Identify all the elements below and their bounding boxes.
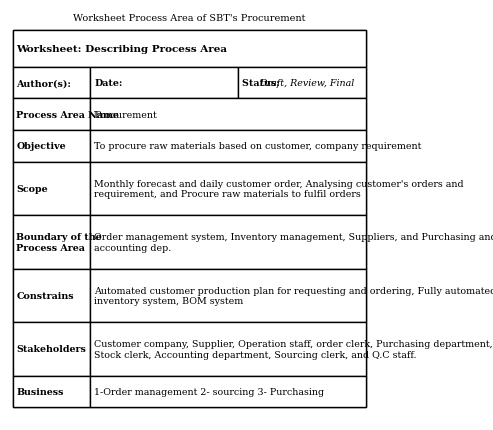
Text: Process Area Name: Process Area Name — [16, 111, 119, 120]
Text: Customer company, Supplier, Operation staff, order clerk, Purchasing department,: Customer company, Supplier, Operation st… — [94, 339, 493, 359]
Bar — [13, 68, 90, 99]
Bar — [90, 99, 365, 131]
Bar — [90, 162, 365, 215]
Bar — [13, 322, 90, 376]
Bar — [13, 99, 90, 131]
Text: Automated customer production plan for requesting and ordering, Fully automated
: Automated customer production plan for r… — [94, 286, 493, 305]
Text: Worksheet: Describing Process Area: Worksheet: Describing Process Area — [16, 45, 227, 54]
Text: Constrains: Constrains — [16, 291, 74, 300]
Bar — [90, 269, 365, 322]
Text: Status:: Status: — [242, 79, 283, 88]
Bar — [90, 215, 365, 269]
Text: Worksheet Process Area of SBT's Procurement: Worksheet Process Area of SBT's Procurem… — [73, 14, 305, 23]
Text: Monthly forecast and daily customer order, Analysing customer's orders and
requi: Monthly forecast and daily customer orde… — [94, 179, 463, 199]
Bar — [13, 269, 90, 322]
Bar — [13, 131, 90, 162]
Text: Business: Business — [16, 387, 64, 396]
Text: To procure raw materials based on customer, company requirement: To procure raw materials based on custom… — [94, 142, 422, 151]
Text: Scope: Scope — [16, 184, 48, 194]
Bar — [90, 322, 365, 376]
Text: Stakeholders: Stakeholders — [16, 344, 86, 353]
Bar — [13, 31, 365, 68]
Text: 1-Order management 2- sourcing 3- Purchasing: 1-Order management 2- sourcing 3- Purcha… — [94, 387, 324, 396]
Text: Order management system, Inventory management, Suppliers, and Purchasing and
acc: Order management system, Inventory manag… — [94, 233, 493, 252]
Bar — [13, 31, 365, 407]
Bar — [90, 131, 365, 162]
Text: Draft, Review, Final: Draft, Review, Final — [259, 79, 354, 88]
Bar — [90, 68, 239, 99]
Bar — [13, 376, 90, 407]
Text: Objective: Objective — [16, 142, 66, 151]
Text: Boundary of the
Process Area: Boundary of the Process Area — [16, 233, 102, 252]
Bar — [90, 376, 365, 407]
Bar — [13, 162, 90, 215]
Text: Author(s):: Author(s): — [16, 79, 71, 88]
Bar — [13, 215, 90, 269]
Text: Procurement: Procurement — [94, 111, 157, 120]
Bar — [239, 68, 365, 99]
Text: Date:: Date: — [94, 79, 122, 88]
